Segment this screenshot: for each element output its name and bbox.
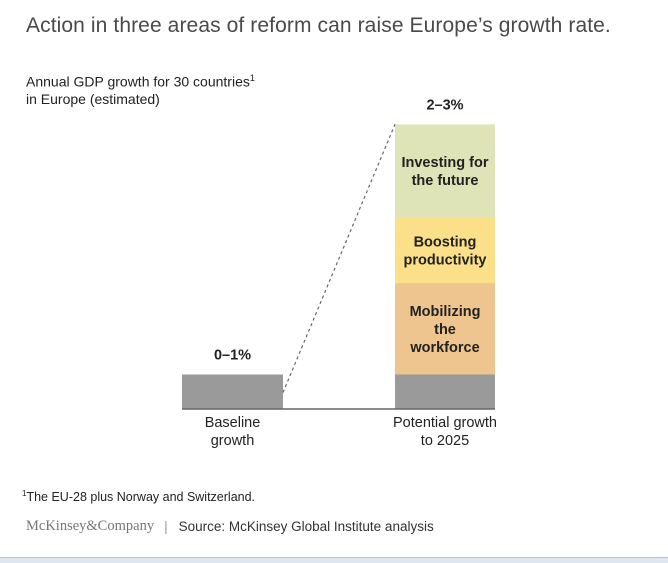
footer-separator: | bbox=[164, 519, 168, 534]
subtitle-line1: Annual GDP growth for 30 countries bbox=[26, 73, 250, 90]
subtitle-line2: in Europe (estimated) bbox=[26, 90, 160, 107]
mckinsey-logo: McKinsey&Company bbox=[26, 518, 155, 534]
source-text: Source: McKinsey Global Institute analys… bbox=[178, 519, 434, 534]
bar-segment-0-0 bbox=[182, 374, 283, 409]
chart-title: Action in three areas of reform can rais… bbox=[26, 14, 611, 37]
bar-segment-1-0 bbox=[395, 374, 495, 409]
dashed-connector bbox=[282, 124, 396, 393]
footnote-text: The EU-28 plus Norway and Switzerland. bbox=[26, 490, 256, 505]
segment-label-1-3: Investing for the future bbox=[401, 155, 488, 189]
segment-label-1-2: Boosting productivity bbox=[404, 234, 487, 268]
chart-subtitle: Annual GDP growth for 30 countries1 in E… bbox=[26, 70, 255, 108]
bar-segment-1-1 bbox=[395, 283, 495, 375]
category-label-0: Baseline growth bbox=[205, 415, 261, 449]
stacked-bar-chart: Mobilizing the workforce Boosting productivi… bbox=[182, 97, 497, 449]
value-label-1: 2–3% bbox=[426, 97, 463, 113]
footnote: 1The EU-28 plus Norway and Switzerland. bbox=[22, 489, 255, 504]
footnote-marker: 1 bbox=[22, 489, 27, 498]
value-label-0: 0–1% bbox=[214, 348, 251, 364]
segment-label-1-1: Mobilizing the workforce bbox=[409, 304, 480, 356]
bar-segment-1-2 bbox=[395, 217, 495, 284]
footer: McKinsey&Company | Source: McKinsey Glob… bbox=[26, 518, 434, 535]
window-bottom-strip bbox=[0, 557, 668, 563]
bar-segment-1-3 bbox=[395, 124, 495, 218]
subtitle-footnote-marker: 1 bbox=[249, 73, 255, 83]
category-label-1: Potential growth to 2025 bbox=[393, 415, 497, 449]
